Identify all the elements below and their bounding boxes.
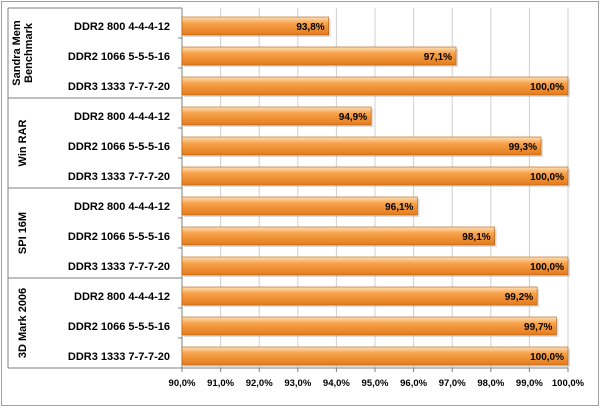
x-tick-label: 97,0% [439, 378, 466, 389]
category-label: DDR3 1333 7-7-7-20 [68, 81, 170, 93]
data-label: 100,0% [530, 352, 564, 363]
bar [181, 46, 457, 66]
x-tick-label: 93,0% [284, 378, 311, 389]
data-label: 99,2% [505, 292, 533, 303]
x-tick-label: 99,0% [516, 378, 543, 389]
x-tick-label: 95,0% [362, 378, 389, 389]
category-label: DDR2 1066 5-5-5-16 [68, 51, 170, 63]
bar [181, 196, 418, 216]
group-label: 3D Mark 2006 [17, 288, 29, 358]
category-label: DDR2 1066 5-5-5-16 [68, 321, 170, 333]
data-label: 97,1% [424, 52, 452, 63]
group-label: SPI 16M [17, 212, 29, 254]
data-label: 100,0% [530, 262, 564, 273]
labels: 90,0% 91,0% 92,0% 93,0% 94,0% 95,0% 96,0% 97,0%… [11, 20, 585, 389]
data-label: 94,9% [339, 112, 367, 123]
x-tick-label: 96,0% [400, 378, 427, 389]
data-label: 93,8% [296, 22, 324, 33]
category-label: DDR3 1333 7-7-7-20 [68, 351, 170, 363]
group-label-line: 3D Mark 2006 [17, 288, 29, 358]
data-label: 98,1% [462, 232, 490, 243]
bar [181, 16, 329, 36]
category-label: DDR2 800 4-4-4-12 [74, 201, 170, 213]
group-label-line: SPI 16M [17, 212, 29, 254]
category-label: DDR2 800 4-4-4-12 [74, 21, 170, 33]
group-label-line: Benchmark [23, 22, 35, 83]
category-label: DDR2 800 4-4-4-12 [74, 111, 170, 123]
bars [181, 16, 570, 367]
group-label: Win RAR [17, 119, 29, 166]
data-label: 99,7% [524, 322, 552, 333]
category-label: DDR3 1333 7-7-7-20 [68, 261, 170, 273]
x-tick-label: 91,0% [207, 378, 234, 389]
group-label-line: Sandra Mem [11, 20, 23, 86]
axes [7, 7, 569, 372]
bar [181, 106, 372, 126]
bar [181, 76, 569, 96]
category-label: DDR3 1333 7-7-7-20 [68, 171, 170, 183]
x-tick-label: 90,0% [169, 378, 196, 389]
data-label: 99,3% [509, 142, 537, 153]
category-label: DDR2 800 4-4-4-12 [74, 291, 170, 303]
bar [181, 286, 538, 306]
category-label: DDR2 1066 5-5-5-16 [68, 231, 170, 243]
group-label-line: Win RAR [17, 119, 29, 166]
bar [181, 316, 557, 336]
x-tick-label: 94,0% [323, 378, 350, 389]
bar [181, 136, 542, 156]
bar [181, 346, 569, 366]
x-tick-label: 98,0% [477, 378, 504, 389]
x-tick-label: 100,0% [552, 378, 585, 389]
category-label: DDR2 1066 5-5-5-16 [68, 141, 170, 153]
data-label: 100,0% [530, 82, 564, 93]
group-label: Sandra MemBenchmark [11, 20, 35, 86]
data-label: 96,1% [385, 202, 413, 213]
x-tick-label: 92,0% [246, 378, 273, 389]
bar [181, 166, 569, 186]
data-label: 100,0% [530, 172, 564, 183]
bar [181, 256, 569, 276]
bar [181, 226, 495, 246]
